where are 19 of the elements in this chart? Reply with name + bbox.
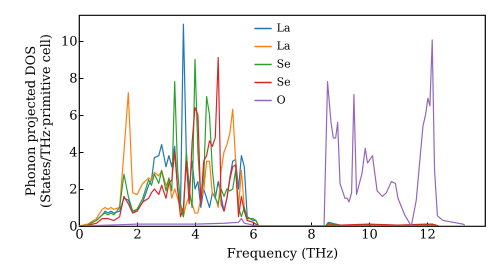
x-tick-label: 4: [191, 228, 200, 242]
x-tick-label: 6: [249, 228, 258, 242]
x-axis-title: Frequency (THz): [226, 246, 338, 262]
y-tick-label: 10: [60, 34, 78, 50]
y-tick-label: 2: [69, 182, 78, 198]
y-tick-label: 4: [69, 145, 78, 160]
legend-label: La: [276, 22, 291, 34]
legend-label: La: [276, 40, 291, 52]
x-tick-label: 10: [361, 228, 378, 242]
x-tick-label: 12: [419, 228, 436, 242]
legend-label: O: [276, 94, 286, 106]
y-axis-title: Phonon projected DOS (States/THz·primitive cell): [24, 34, 54, 208]
line-series: [79, 39, 466, 226]
legend-label: Se: [276, 76, 291, 88]
y-tick-label: 8: [69, 71, 78, 86]
x-tick-label: 8: [307, 228, 316, 242]
x-tick-label: 2: [133, 228, 142, 242]
y-tick-label: 6: [69, 108, 78, 124]
legend-label: Se: [276, 58, 291, 70]
